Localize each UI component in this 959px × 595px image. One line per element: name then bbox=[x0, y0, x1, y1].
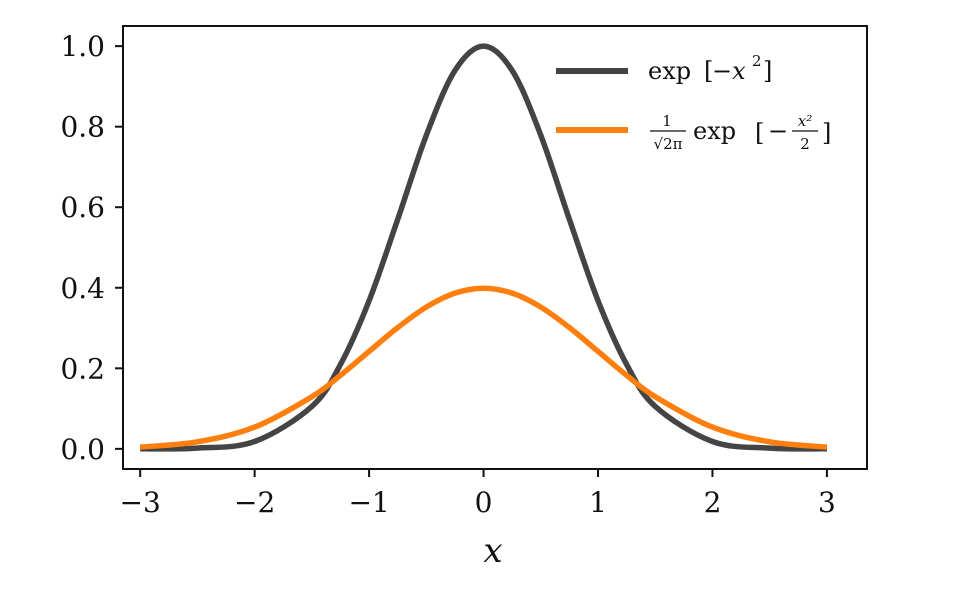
legend-minus-x: −x bbox=[712, 57, 746, 85]
ticks: −3 −2 −1 0 1 2 30.00.20.40.60.81.0 bbox=[60, 30, 835, 519]
legend-fraction-denominator: √2π bbox=[654, 135, 683, 153]
x-tick-label: 2 bbox=[704, 486, 722, 519]
series-line-1 bbox=[140, 43, 827, 452]
y-tick-label: 0.2 bbox=[60, 352, 105, 385]
legend-exp-2: exp bbox=[693, 117, 736, 145]
legend-inner-numerator: x² bbox=[798, 112, 812, 130]
series-line-2 bbox=[139, 285, 828, 450]
x-tick-label: 3 bbox=[818, 486, 836, 519]
legend-superscript: 2 bbox=[752, 52, 762, 70]
y-tick-label: 1.0 bbox=[60, 30, 105, 63]
legend-close-bracket-2: ] bbox=[822, 119, 831, 147]
y-tick-label: 0.0 bbox=[60, 433, 105, 466]
y-tick-label: 0.8 bbox=[60, 111, 105, 144]
legend-fraction-numerator: 1 bbox=[662, 112, 672, 130]
legend-exp: exp bbox=[648, 57, 691, 85]
legend-open-bracket: [ bbox=[704, 57, 713, 85]
legend-minus-2: − bbox=[768, 117, 788, 145]
legend-label-series-2: 1 √2π exp [ − x² 2 ] bbox=[650, 112, 831, 153]
legend-inner-denominator: 2 bbox=[800, 135, 810, 153]
x-tick-label: −1 bbox=[348, 486, 389, 519]
plot-area-frame bbox=[122, 25, 868, 470]
y-tick-label: 0.6 bbox=[60, 191, 105, 224]
series-layer bbox=[139, 43, 828, 452]
x-tick-label: −2 bbox=[234, 486, 275, 519]
y-tick-label: 0.4 bbox=[60, 272, 105, 305]
legend-open-bracket-2: [ bbox=[755, 119, 764, 147]
x-tick-label: 1 bbox=[589, 486, 607, 519]
x-axis-label: x bbox=[483, 531, 502, 571]
legend: exp [ −x 2 ] 1 √2π exp [ − x² 2 ] bbox=[556, 52, 831, 153]
legend-close-bracket: ] bbox=[763, 57, 772, 85]
x-tick-label: −3 bbox=[120, 486, 161, 519]
x-tick-label: 0 bbox=[475, 486, 493, 519]
legend-label-series-1: exp [ −x 2 ] bbox=[648, 52, 772, 85]
